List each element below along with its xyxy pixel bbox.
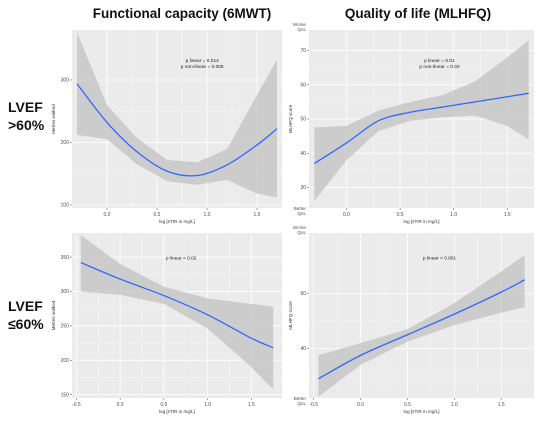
worse-qol-label: QoL xyxy=(297,27,306,32)
series-line xyxy=(76,83,278,177)
x-tick-label: 0.0 xyxy=(117,402,124,408)
x-axis-label: log [sTIR in mg/L] xyxy=(404,409,440,414)
row-label-top-line2: >60% xyxy=(8,117,45,133)
confidence-band xyxy=(80,235,274,390)
x-tick-label: 1.0 xyxy=(451,402,458,408)
row-label-bottom-line1: LVEF xyxy=(8,298,43,314)
x-tick-label: 1.5 xyxy=(498,402,505,408)
p-value-annotation: p linear = 0.01 xyxy=(424,58,455,64)
x-tick-label: -0.5 xyxy=(72,402,81,408)
y-tick-label: 30 xyxy=(300,185,306,191)
series-line xyxy=(314,92,529,165)
p-value-annotation: p non-linear = 0.005 xyxy=(181,64,224,70)
worse-qol-label: Worse xyxy=(293,225,307,230)
y-tick-label: 200 xyxy=(61,140,70,146)
x-tick-label: -0.5 xyxy=(309,402,318,408)
y-tick-label: 40 xyxy=(300,151,306,157)
y-axis-label: MLHFQ score xyxy=(288,104,293,133)
chart-bottom-right: -0.5 0.0 0.5 1.0 1.5 40 60 p linear < 0.001 log … xyxy=(288,225,534,414)
y-tick-label: 70 xyxy=(300,48,306,54)
series-line xyxy=(318,279,525,380)
worse-qol-label: QoL xyxy=(297,230,306,235)
better-qol-label: QoL xyxy=(297,401,306,406)
chart-bottom-left: -0.5 0.0 0.5 1.0 1.5 150 200 250 300 350 p linear … xyxy=(51,233,282,414)
y-tick-label: 350 xyxy=(61,255,70,261)
x-tick-label: 1.0 xyxy=(204,402,211,408)
y-axis-label: Metres walked xyxy=(51,104,56,134)
better-qol-label: Better xyxy=(294,396,307,401)
row-label-bottom-line2: ≤60% xyxy=(8,316,44,332)
x-tick-label: 1.5 xyxy=(248,402,255,408)
x-tick-label: 0.0 xyxy=(104,212,111,218)
x-tick-label: 0.0 xyxy=(357,402,364,408)
x-tick-label: 0.5 xyxy=(154,212,161,218)
x-axis-label: log [sTIR in mg/L] xyxy=(159,219,195,224)
p-value-annotation: p non-linear = 0.03 xyxy=(419,64,459,70)
x-tick-label: 1.0 xyxy=(204,212,211,218)
confidence-band xyxy=(318,255,525,397)
p-value-annotation: p linear < 0.02 xyxy=(166,255,197,261)
x-tick-label: 0.5 xyxy=(397,212,404,218)
y-tick-label: 60 xyxy=(300,82,306,88)
y-tick-label: 40 xyxy=(300,346,306,352)
chart-top-right: 0.0 0.5 1.0 1.5 30 40 50 60 70 p linear = 0.01p n… xyxy=(288,22,534,224)
confidence-band xyxy=(77,32,277,198)
row-label-top-line1: LVEF xyxy=(8,99,43,115)
column-header-functional-capacity: Functional capacity (6MWT) xyxy=(93,6,272,21)
y-tick-label: 250 xyxy=(61,324,70,330)
y-axis-label: MLHFQ score xyxy=(288,301,293,330)
p-value-annotation: p linear = 0.014 xyxy=(186,58,220,64)
x-axis-label: log [sTIR in mg/L] xyxy=(159,409,195,414)
x-tick-label: 1.0 xyxy=(450,212,457,218)
x-axis-label: log [sTIR in mg/L] xyxy=(404,219,440,224)
column-header-quality-of-life: Quality of life (MLHFQ) xyxy=(345,6,491,21)
x-tick-label: 1.5 xyxy=(254,212,261,218)
y-tick-label: 60 xyxy=(300,291,306,297)
x-tick-label: 0.0 xyxy=(343,212,350,218)
y-tick-label: 100 xyxy=(61,203,70,209)
y-tick-label: 200 xyxy=(61,358,70,364)
y-tick-label: 300 xyxy=(61,289,70,295)
worse-qol-label: Worse xyxy=(293,22,307,27)
better-qol-label: QoL xyxy=(297,211,306,216)
series-line xyxy=(80,261,274,349)
y-tick-label: 150 xyxy=(61,392,70,398)
x-tick-label: 0.5 xyxy=(404,402,411,408)
better-qol-label: Better xyxy=(294,206,307,211)
y-axis-label: Metres walked xyxy=(51,300,56,330)
x-tick-label: 1.5 xyxy=(504,212,511,218)
confidence-band xyxy=(314,40,529,202)
y-tick-label: 50 xyxy=(300,117,306,123)
y-tick-label: 300 xyxy=(61,78,70,84)
p-value-annotation: p linear < 0.001 xyxy=(423,255,457,261)
x-tick-label: 0.5 xyxy=(160,402,167,408)
